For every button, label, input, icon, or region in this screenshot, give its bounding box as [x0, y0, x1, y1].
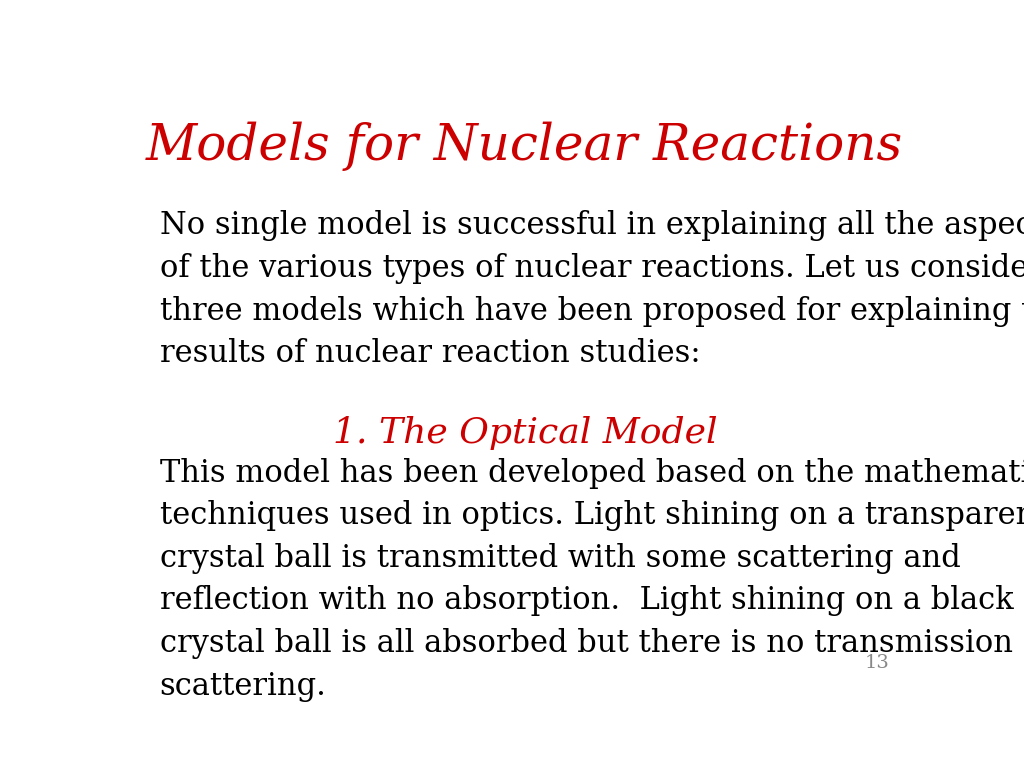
Text: 13: 13 — [865, 654, 890, 672]
Text: crystal ball is all absorbed but there is no transmission or: crystal ball is all absorbed but there i… — [160, 628, 1024, 659]
Text: scattering.: scattering. — [160, 670, 327, 701]
Text: crystal ball is transmitted with some scattering and: crystal ball is transmitted with some sc… — [160, 543, 961, 574]
Text: This model has been developed based on the mathematical: This model has been developed based on t… — [160, 458, 1024, 488]
Text: techniques used in optics. Light shining on a transparent: techniques used in optics. Light shining… — [160, 500, 1024, 531]
Text: three models which have been proposed for explaining the: three models which have been proposed fo… — [160, 296, 1024, 326]
Text: of the various types of nuclear reactions. Let us consider: of the various types of nuclear reaction… — [160, 253, 1024, 284]
Text: 1. The Optical Model: 1. The Optical Model — [333, 416, 717, 450]
Text: Models for Nuclear Reactions: Models for Nuclear Reactions — [146, 121, 903, 171]
Text: No single model is successful in explaining all the aspects: No single model is successful in explain… — [160, 210, 1024, 241]
Text: reflection with no absorption.  Light shining on a black: reflection with no absorption. Light shi… — [160, 585, 1014, 617]
Text: results of nuclear reaction studies:: results of nuclear reaction studies: — [160, 338, 700, 369]
